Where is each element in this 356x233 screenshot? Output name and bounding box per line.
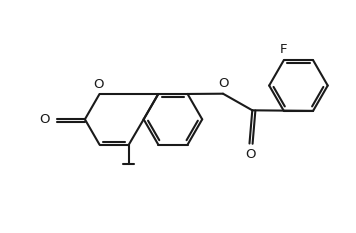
Text: F: F xyxy=(280,43,288,56)
Text: O: O xyxy=(245,148,255,161)
Text: O: O xyxy=(94,78,104,91)
Text: O: O xyxy=(218,77,228,90)
Text: O: O xyxy=(39,113,50,126)
